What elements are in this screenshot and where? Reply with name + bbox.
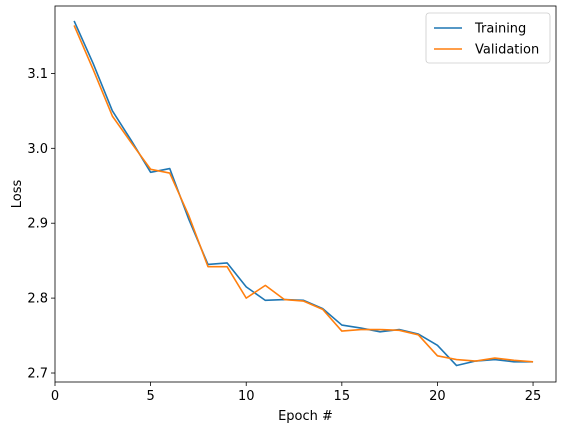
legend-box <box>425 12 551 64</box>
plot-frame <box>54 5 557 383</box>
x-tick-label: 5 <box>146 389 154 404</box>
y-tick-label: 3.1 <box>27 67 48 82</box>
plot-area <box>55 6 556 382</box>
series-layer <box>73 20 534 367</box>
series-line-validation <box>73 25 534 363</box>
legend-label-validation: Validation <box>475 43 539 58</box>
x-tick-label: 25 <box>525 389 542 404</box>
legend: Training Validation <box>425 12 551 64</box>
y-tick-label: 2.8 <box>27 292 48 307</box>
axes-layer: 0 5 10 15 20 25 2.7 2.8 2.9 3.0 3.1 <box>27 67 541 404</box>
y-tick-label: 2.9 <box>27 217 48 232</box>
x-tick-label: 15 <box>334 389 351 404</box>
x-tick-label: 10 <box>238 389 255 404</box>
x-tick-label: 20 <box>429 389 446 404</box>
y-axis-label: Loss <box>10 180 25 209</box>
y-tick-label: 3.0 <box>27 142 48 157</box>
x-tick-label: 0 <box>51 389 59 404</box>
y-tick-label: 2.7 <box>27 367 48 382</box>
legend-label-training: Training <box>474 22 526 37</box>
x-axis-label: Epoch # <box>278 409 333 424</box>
